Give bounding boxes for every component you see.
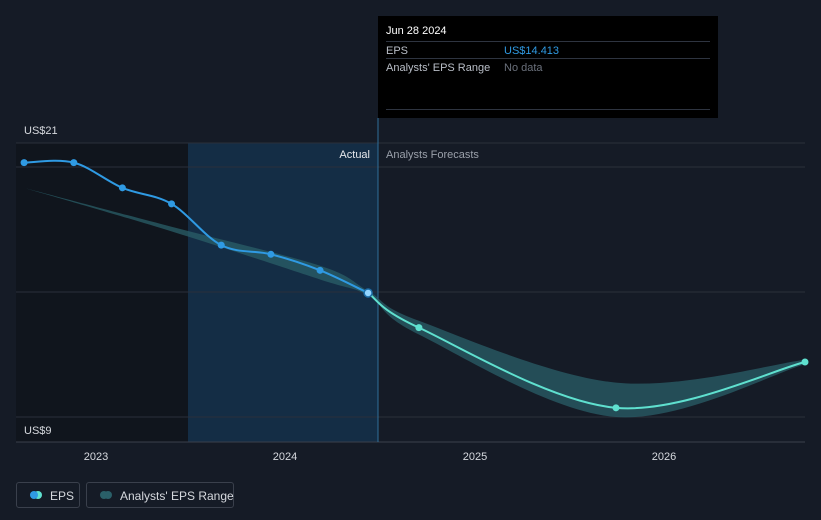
eps-point-current xyxy=(363,288,373,298)
eps-point xyxy=(168,200,176,208)
forecast-point xyxy=(801,358,809,366)
legend-swatch xyxy=(104,491,112,499)
eps-line xyxy=(24,159,369,294)
eps-forecast-line xyxy=(367,292,806,410)
tooltip-value: No data xyxy=(504,62,543,74)
legend-eps-range[interactable]: Analysts' EPS Range xyxy=(86,482,234,508)
tooltip-label: Analysts' EPS Range xyxy=(386,62,491,74)
tooltip-label: EPS xyxy=(386,45,409,57)
y-tick-top: US$21 xyxy=(24,125,58,137)
forecast-point xyxy=(415,324,423,332)
x-tick-2023: 2023 xyxy=(84,451,108,463)
eps-point xyxy=(217,241,225,249)
legend-swatch xyxy=(30,491,38,499)
legend-swatch xyxy=(34,491,42,499)
y-tick-bottom: US$9 xyxy=(24,425,52,437)
x-tick-2026: 2026 xyxy=(652,451,676,463)
tooltip-row-range: Analysts' EPS Range No data xyxy=(386,58,710,76)
label-actual: Actual xyxy=(339,149,370,161)
legend-label: Analysts' EPS Range xyxy=(120,489,234,503)
x-tick-2025: 2025 xyxy=(463,451,487,463)
tooltip-divider xyxy=(386,109,710,110)
tooltip-date: Jun 28 2024 xyxy=(386,25,447,37)
tooltip-row-eps: EPS US$14.413 xyxy=(386,41,710,59)
eps-point xyxy=(267,250,275,258)
chart-marks xyxy=(20,159,809,418)
x-tick-2024: 2024 xyxy=(273,451,297,463)
legend-swatch xyxy=(100,491,108,499)
tooltip: Jun 28 2024 EPS US$14.413 Analysts' EPS … xyxy=(378,16,718,118)
legend-label: EPS xyxy=(50,489,75,503)
eps-point xyxy=(316,266,324,274)
eps-point xyxy=(20,159,28,167)
label-forecasts: Analysts Forecasts xyxy=(386,149,479,161)
legend-eps[interactable]: EPS xyxy=(16,482,80,508)
eps-point xyxy=(118,184,126,192)
eps-point xyxy=(70,159,78,167)
tooltip-value: US$14.413 xyxy=(504,45,560,57)
forecast-point xyxy=(612,404,620,412)
